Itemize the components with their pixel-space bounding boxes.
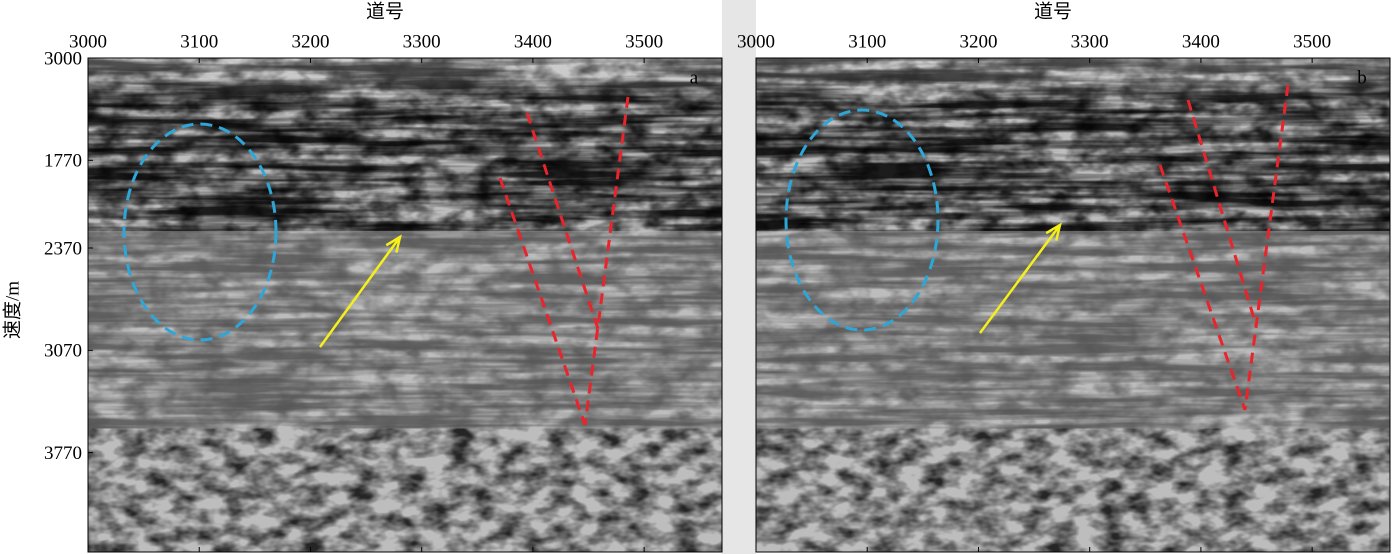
plot-frame (87, 57, 723, 553)
fault-line (1158, 164, 1247, 411)
top-band (756, 58, 1390, 103)
fault-line (498, 177, 587, 426)
seismic-layers (756, 58, 1390, 429)
x-tick-label: 3000 (737, 31, 775, 52)
x-tick-label: 3100 (848, 31, 886, 52)
seismic-streak (756, 58, 1390, 429)
x-tick-label: 3000 (69, 31, 107, 52)
dashed-ellipse (122, 122, 278, 342)
arrow-shaft (978, 224, 1062, 334)
x-tick-label: 3500 (1293, 31, 1331, 52)
layer-fade (756, 230, 1390, 429)
seismic-streak (88, 58, 722, 429)
x-tick-label: 3300 (403, 31, 441, 52)
x-tick-label: 3400 (1182, 31, 1220, 52)
y-tick-label: 3070 (44, 341, 82, 362)
x-tick-label: 3100 (180, 31, 218, 52)
fault-line (525, 112, 602, 336)
x-tick-label: 3500 (625, 31, 663, 52)
x-tick-label: 3200 (291, 31, 329, 52)
arrow-head (385, 234, 402, 253)
arrow-head (1045, 222, 1062, 241)
y-tick-label: 1770 (44, 151, 82, 172)
fault-line (1186, 99, 1258, 326)
dashed-ellipse (784, 108, 940, 332)
fault-line (583, 96, 630, 426)
fault-line (1243, 84, 1290, 411)
x-tick-label: 3200 (959, 31, 997, 52)
y-tick-label: 3770 (44, 443, 82, 464)
y-tick-label: 3000 (44, 48, 82, 69)
top-band (88, 58, 722, 103)
layer-fade (88, 230, 722, 429)
x-axis-title: 道号 (1034, 0, 1072, 22)
y-axis-title: 速度/m (1, 281, 23, 339)
x-tick-label: 3400 (514, 31, 552, 52)
arrow-shaft (318, 236, 402, 348)
gap (722, 0, 756, 554)
panel-label: b (1357, 67, 1367, 88)
x-axis-title: 道号 (366, 0, 404, 22)
panel-label: a (690, 67, 699, 88)
plot-frame (755, 57, 1391, 553)
x-tick-label: 3300 (1071, 31, 1109, 52)
seismic-layers (88, 58, 722, 429)
y-tick-label: 2370 (44, 238, 82, 259)
